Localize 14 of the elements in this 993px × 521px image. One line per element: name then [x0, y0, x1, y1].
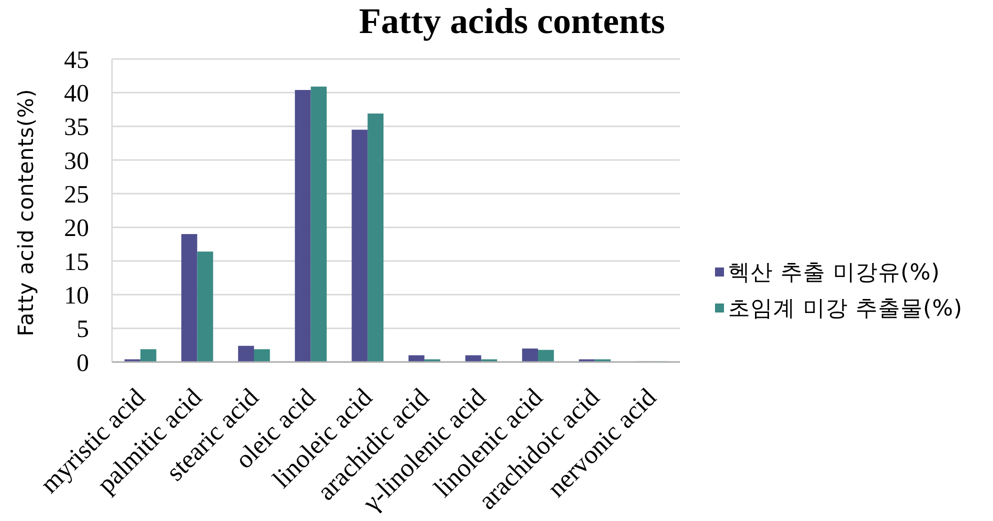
y-tick-label: 35	[64, 114, 89, 142]
y-tick-label: 10	[64, 282, 89, 310]
y-tick-label: 20	[64, 215, 89, 242]
legend-label: 초임계 미강 추출물(%)	[728, 296, 963, 322]
y-tick-label: 45	[64, 46, 89, 74]
y-tick-label: 40	[64, 80, 89, 108]
y-axis-title: Fatty acid contents(%)	[14, 88, 38, 336]
y-tick-label: 15	[64, 248, 89, 276]
legend-label: 헥산 추출 미강유(%)	[728, 260, 940, 286]
y-tick-label: 30	[64, 148, 89, 175]
y-tick-label: 0	[76, 350, 89, 377]
y-tick-label: 5	[76, 316, 89, 344]
y-tick-label: 25	[64, 181, 89, 208]
chart-title: Fatty acids contents	[359, 1, 665, 41]
